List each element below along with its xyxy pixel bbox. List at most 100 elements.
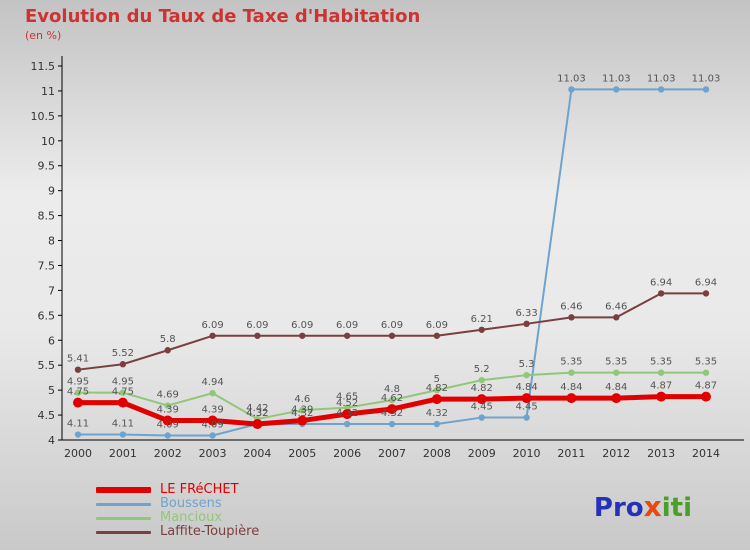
data-point-le-frechet — [387, 404, 397, 415]
data-point-boussens — [433, 420, 441, 428]
value-label-laffite-toupiere: 5.8 — [160, 334, 176, 345]
value-label-le-frechet: 4.75 — [67, 387, 89, 398]
y-tick-label: 11.5 — [31, 60, 56, 73]
data-point-le-frechet — [521, 393, 532, 404]
value-label-le-frechet: 4.32 — [246, 408, 268, 419]
data-point-boussens — [388, 420, 396, 428]
data-point-boussens — [209, 432, 216, 439]
data-point-mancioux — [164, 402, 171, 409]
data-point-boussens — [702, 86, 710, 93]
value-label-boussens: 4.11 — [112, 419, 134, 430]
data-point-laffite-toupiere — [74, 366, 82, 373]
data-point-laffite-toupiere — [164, 347, 171, 354]
x-tick-label: 2013 — [647, 447, 675, 460]
value-label-le-frechet: 4.75 — [112, 387, 134, 398]
y-tick-label: 9 — [48, 185, 55, 198]
data-point-laffite-toupiere — [209, 332, 216, 339]
value-label-boussens: 4.32 — [426, 408, 448, 419]
y-tick-label: 9.5 — [38, 160, 56, 173]
legend-item-le-frechet: LE FRéCHET — [96, 483, 259, 497]
data-point-mancioux — [702, 369, 710, 376]
value-label-laffite-toupiere: 5.41 — [67, 354, 89, 365]
data-point-laffite-toupiere — [478, 326, 485, 333]
value-label-boussens: 11.03 — [557, 73, 586, 84]
x-tick-label: 2010 — [513, 447, 541, 460]
value-label-laffite-toupiere: 6.09 — [426, 320, 448, 331]
data-point-laffite-toupiere — [523, 320, 530, 328]
page-subtitle: (en %) — [25, 28, 62, 42]
value-label-mancioux: 5.35 — [605, 357, 627, 368]
data-point-le-frechet — [611, 393, 622, 404]
value-label-boussens: 4.09 — [157, 420, 179, 431]
value-label-le-frechet: 4.87 — [695, 381, 717, 392]
value-label-laffite-toupiere: 5.52 — [112, 348, 134, 359]
data-point-boussens — [613, 86, 620, 93]
data-point-le-frechet — [252, 419, 263, 430]
value-label-boussens: 4.32 — [336, 408, 358, 419]
legend-label: LE FRéCHET — [160, 482, 239, 497]
title-block: Evolution du Taux de Taxe d'Habitation (… — [25, 6, 420, 42]
x-tick-label: 2009 — [468, 447, 496, 460]
data-point-laffite-toupiere — [343, 332, 351, 339]
value-label-laffite-toupiere: 6.09 — [201, 320, 223, 331]
data-point-laffite-toupiere — [299, 332, 306, 339]
data-point-boussens — [478, 414, 485, 421]
value-label-laffite-toupiere: 6.46 — [605, 301, 627, 312]
value-label-le-frechet: 4.52 — [336, 398, 358, 409]
y-tick-label: 6.5 — [38, 309, 56, 322]
x-tick-label: 2000 — [64, 447, 92, 460]
value-label-mancioux: 4.95 — [67, 377, 89, 388]
data-point-laffite-toupiere — [568, 314, 575, 321]
data-point-le-frechet — [566, 393, 577, 404]
x-tick-label: 2002 — [154, 447, 182, 460]
y-tick-label: 10 — [41, 135, 55, 148]
data-point-laffite-toupiere — [613, 314, 620, 321]
data-point-laffite-toupiere — [702, 290, 710, 297]
x-tick-label: 2005 — [288, 447, 316, 460]
value-label-boussens: 4.32 — [291, 408, 313, 419]
value-label-mancioux: 4.6 — [294, 394, 310, 405]
legend-label: Mancioux — [160, 510, 223, 525]
data-point-le-frechet — [117, 397, 128, 408]
value-label-mancioux: 4.8 — [384, 384, 400, 395]
data-point-le-frechet — [656, 391, 667, 402]
y-tick-label: 6 — [48, 334, 55, 347]
data-point-mancioux — [74, 389, 82, 396]
value-label-le-frechet: 4.39 — [291, 405, 313, 416]
value-label-mancioux: 5.3 — [519, 359, 535, 370]
value-label-laffite-toupiere: 6.94 — [650, 277, 672, 288]
value-label-laffite-toupiere: 6.33 — [515, 308, 537, 319]
value-label-le-frechet: 4.87 — [650, 381, 672, 392]
y-tick-label: 8.5 — [38, 210, 56, 223]
value-label-boussens: 4.09 — [201, 420, 223, 431]
x-tick-label: 2006 — [333, 447, 361, 460]
legend-label: Laffite-Toupière — [160, 524, 260, 539]
y-tick-label: 7.5 — [38, 259, 56, 272]
value-label-mancioux: 5.2 — [474, 364, 490, 375]
data-point-le-frechet — [431, 394, 442, 405]
data-point-boussens — [164, 432, 171, 439]
legend-line-swatch — [96, 487, 151, 493]
data-point-boussens — [657, 86, 665, 93]
data-point-boussens — [74, 431, 82, 438]
x-tick-label: 2012 — [602, 447, 630, 460]
value-label-le-frechet: 4.62 — [381, 393, 403, 404]
data-point-mancioux — [209, 389, 216, 397]
legend-line-swatch — [96, 516, 151, 520]
x-tick-label: 2004 — [243, 447, 271, 460]
legend-line-swatch — [96, 530, 151, 534]
value-label-laffite-toupiere: 6.09 — [381, 320, 403, 331]
value-label-mancioux: 5.35 — [695, 357, 717, 368]
y-tick-label: 5.5 — [38, 359, 56, 372]
legend-label: Boussens — [160, 496, 222, 511]
value-label-mancioux: 5.35 — [650, 357, 672, 368]
value-label-laffite-toupiere: 6.09 — [291, 320, 313, 331]
data-point-boussens — [119, 431, 127, 438]
value-label-laffite-toupiere: 6.21 — [471, 314, 493, 325]
value-label-boussens: 11.03 — [692, 73, 721, 84]
data-point-mancioux — [299, 406, 306, 414]
value-label-le-frechet: 4.84 — [515, 382, 537, 393]
data-point-boussens — [523, 414, 530, 421]
logo-text-iti: iti — [661, 493, 692, 523]
data-point-le-frechet — [207, 415, 218, 426]
